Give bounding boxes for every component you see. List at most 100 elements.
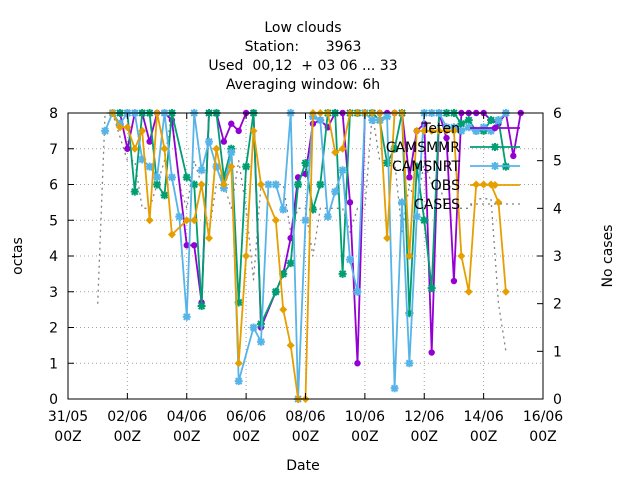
- x-axis-label: Date: [286, 458, 319, 474]
- data-point-obs: [338, 144, 347, 153]
- data-point-teten: [190, 242, 198, 249]
- legend-label-camsmmr: CAMSMMR: [386, 140, 460, 156]
- data-point-camsnrt: [271, 180, 280, 189]
- y2-tick-label: 1: [553, 344, 562, 360]
- data-point-teten: [443, 134, 450, 142]
- data-point-camsmmr: [279, 269, 288, 278]
- title-line-3: Used 00,12 + 03 06 ... 33: [208, 58, 397, 74]
- data-point-camsnrt: [264, 180, 273, 189]
- legend-marker-obs: [491, 181, 499, 189]
- data-point-obs: [256, 180, 265, 189]
- y2-tick-label: 6: [553, 106, 562, 122]
- data-point-obs: [227, 162, 236, 171]
- data-point-camsnrt: [197, 166, 206, 175]
- data-point-camsnrt: [323, 212, 332, 221]
- data-point-obs: [279, 305, 288, 314]
- data-point-obs: [219, 180, 228, 189]
- x-tick-label-time: 00Z: [351, 429, 378, 445]
- legend-label-camsnrt: CAMSNRT: [392, 159, 461, 175]
- data-point-camsmmr: [316, 180, 325, 189]
- legend-entry-camsnrt: CAMSNRT: [392, 159, 520, 175]
- data-point-camsnrt: [227, 148, 236, 157]
- legend-entry-cases: CASES: [414, 197, 520, 213]
- data-point-camsnrt: [405, 359, 414, 368]
- y2-tick-label: 4: [553, 201, 562, 217]
- data-point-obs: [449, 126, 458, 135]
- data-point-camsnrt: [457, 126, 466, 135]
- x-tick-label-time: 00Z: [54, 429, 81, 445]
- data-point-teten: [220, 138, 228, 145]
- title-line-4: Averaging window: 6h: [226, 77, 380, 93]
- data-point-camsmmr: [271, 287, 280, 296]
- data-point-camsmmr: [286, 259, 295, 268]
- x-tick-label-date: 12/06: [404, 409, 444, 425]
- data-point-camsnrt: [101, 126, 110, 135]
- data-point-teten: [428, 349, 435, 356]
- x-tick-label-date: 06/06: [226, 409, 266, 425]
- legend-entry-obs: OBS: [431, 178, 520, 194]
- data-point-camsnrt: [234, 377, 243, 386]
- data-point-camsnrt: [316, 116, 325, 125]
- x-tick-label-date: 14/06: [463, 409, 503, 425]
- data-point-camsmmr: [383, 159, 392, 168]
- data-point-obs: [115, 123, 124, 132]
- y2-tick-label: 0: [553, 392, 562, 408]
- data-point-camsmmr: [308, 205, 317, 214]
- data-point-camsnrt: [494, 116, 503, 125]
- data-point-obs: [167, 230, 176, 239]
- data-point-camsnrt: [464, 123, 473, 132]
- data-point-camsmmr: [197, 302, 206, 311]
- data-point-camsmmr: [242, 162, 251, 171]
- x-tick-label-time: 00Z: [529, 429, 556, 445]
- legend-label-teten: Teten: [421, 121, 460, 137]
- data-point-obs: [286, 341, 295, 350]
- data-point-obs: [205, 234, 214, 243]
- data-point-camsmmr: [405, 309, 414, 318]
- data-point-camsmmr: [487, 116, 496, 125]
- data-point-obs: [190, 216, 199, 225]
- series-obs: [108, 109, 510, 403]
- y-tick-label: 1: [49, 356, 58, 372]
- data-point-camsmmr: [301, 159, 310, 168]
- data-point-camsnrt: [390, 384, 399, 393]
- data-point-camsnrt: [145, 162, 154, 171]
- data-point-obs: [234, 359, 243, 368]
- data-point-obs: [405, 252, 414, 260]
- data-point-camsnrt: [346, 255, 355, 264]
- y-axis-label: octas: [10, 237, 26, 275]
- data-point-camsnrt: [487, 126, 496, 135]
- x-tick-label-date: 08/06: [285, 409, 325, 425]
- data-point-teten: [450, 277, 458, 285]
- data-point-camsmmr: [153, 180, 162, 189]
- data-point-camsnrt: [383, 112, 392, 121]
- data-point-teten: [346, 199, 354, 206]
- y-tick-label: 6: [49, 178, 58, 194]
- data-point-camsnrt: [175, 212, 184, 221]
- data-point-camsnrt: [412, 212, 421, 221]
- data-point-teten: [228, 120, 235, 127]
- data-point-obs: [130, 144, 139, 153]
- data-point-camsmmr: [234, 298, 243, 307]
- data-point-obs: [412, 126, 421, 135]
- x-tick-label-time: 00Z: [173, 429, 200, 445]
- data-point-camsmmr: [130, 187, 139, 196]
- legend-marker-camsnrt: [491, 162, 499, 170]
- data-point-camsnrt: [249, 323, 258, 332]
- data-point-obs: [182, 216, 191, 225]
- chart-title: Low clouds Station: 3963 Used 00,12 + 03…: [208, 20, 397, 93]
- data-point-camsnrt: [338, 166, 347, 175]
- data-point-teten: [406, 174, 413, 181]
- legend-marker-teten: [491, 124, 499, 132]
- data-point-obs: [442, 126, 451, 135]
- data-point-obs: [271, 216, 280, 225]
- y-tick-label: 8: [49, 106, 58, 122]
- ticks: 31/05 00Z 02/06 00Z 04/06 00Z 06/06 00Z 08/06 00Z…: [48, 106, 563, 445]
- data-point-camsnrt: [301, 216, 310, 225]
- y-tick-label: 2: [49, 321, 58, 337]
- x-tick-label-date: 10/06: [345, 409, 385, 425]
- data-point-camsnrt: [212, 162, 221, 171]
- x-tick-label-date: 16/06: [523, 409, 563, 425]
- data-point-teten: [183, 242, 190, 249]
- data-point-camsmmr: [294, 180, 303, 189]
